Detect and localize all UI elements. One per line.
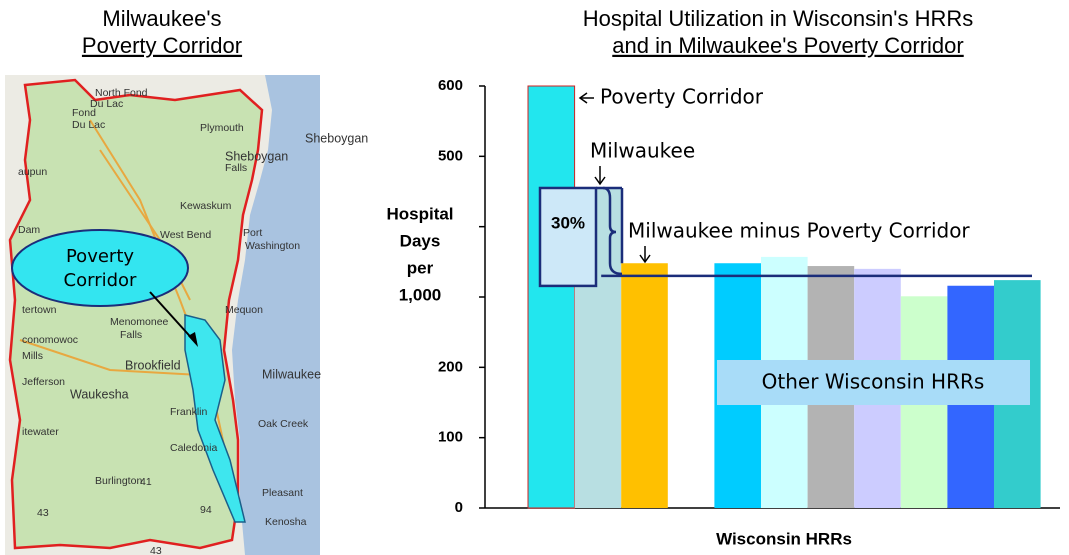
y-axis-label: Days (400, 231, 441, 250)
slide: Milwaukee's Poverty Corridor Hospital Ut… (0, 0, 1069, 555)
callout (12, 230, 188, 306)
map-label: Pleasant (262, 487, 303, 499)
map-label: Port (243, 227, 262, 239)
map-label: Du Lac (72, 119, 105, 131)
map-label: conomowoc (22, 334, 78, 346)
map-label: 43 (37, 507, 49, 519)
x-axis-label: Wisconsin HRRs (716, 529, 852, 548)
map-label: 94 (200, 504, 212, 516)
chart-subtitle: and in Milwaukee's Poverty Corridor (612, 33, 963, 58)
y-axis-label: per (407, 258, 434, 277)
map-label: Falls (225, 162, 247, 174)
annotation: Other Wisconsin HRRs (762, 370, 985, 394)
map-label: Menomonee (110, 316, 169, 328)
map-label: itewater (22, 426, 59, 438)
difference-box (540, 188, 596, 286)
bar (528, 86, 575, 508)
map-label: Waukesha (70, 387, 129, 401)
map-label: Kenosha (265, 516, 307, 528)
map-label: Oak Creek (258, 418, 309, 430)
difference-label: 30% (551, 213, 585, 232)
map-label: Washington (245, 240, 300, 252)
y-tick-label: 100 (438, 429, 463, 446)
y-tick-label: 600 (438, 77, 463, 94)
map-label: Mills (22, 350, 43, 362)
map-label: Jefferson (22, 376, 65, 388)
annotation: Poverty Corridor (600, 85, 764, 109)
map-label: West Bend (160, 229, 211, 241)
y-tick-label: 0 (455, 499, 463, 516)
map-label: tertown (22, 304, 57, 316)
annotation: Milwaukee minus Poverty Corridor (628, 219, 970, 243)
callout-text: Poverty (66, 246, 134, 267)
map-label: 43 (150, 545, 162, 555)
map-subtitle: Poverty Corridor (82, 33, 242, 58)
map-label: Milwaukee (262, 367, 321, 381)
map-label: Dam (18, 224, 40, 236)
map-label: Franklin (170, 406, 208, 418)
y-tick-label: 500 (438, 147, 463, 164)
map-label: Brookfield (125, 358, 181, 372)
map-label: Kewaskum (180, 200, 232, 212)
y-tick-label: 200 (438, 358, 463, 375)
page: {"left_panel": { "title_line1": "Milwauk… (0, 0, 1069, 555)
bar (621, 263, 668, 508)
chart-title: Hospital Utilization in Wisconsin's HRRs (583, 6, 974, 31)
map-label: Sheboygan (305, 131, 368, 145)
map-label: Burlington (95, 475, 142, 487)
map-label: Caledonia (170, 442, 217, 454)
map-title: Milwaukee's (102, 6, 221, 31)
map-label: aupun (18, 166, 47, 178)
map-label: Mequon (225, 304, 263, 316)
map-label: Plymouth (200, 122, 244, 134)
y-axis-label: 1,000 (399, 285, 442, 304)
map-label: Falls (120, 329, 142, 341)
callout-text: Corridor (64, 270, 138, 291)
map-label: Fond (72, 107, 96, 119)
map-label: 41 (140, 476, 152, 488)
annotation: Milwaukee (590, 139, 695, 163)
y-axis-label: Hospital (386, 204, 453, 223)
